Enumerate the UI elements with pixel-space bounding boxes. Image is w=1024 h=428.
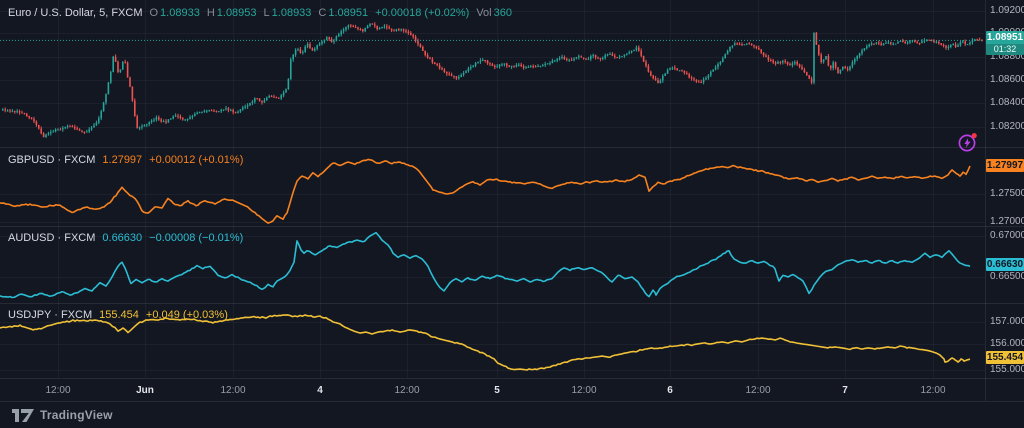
symbol-title[interactable]: AUDUSD · FXCM xyxy=(8,232,96,244)
price-change: +0.00018 (+0.02%) xyxy=(375,7,470,19)
last-price: 155.454 xyxy=(99,309,139,321)
price-change: −0.00008 (−0.01%) xyxy=(149,232,244,244)
pane-legend-usdjpy[interactable]: USDJPY · FXCM 155.454 +0.049 (+0.03%) xyxy=(8,309,228,322)
lightning-bolt-icon xyxy=(964,138,971,148)
last-price: 0.66630 xyxy=(102,232,143,244)
last-price: 1.27997 xyxy=(102,154,143,166)
alerts-bell-icon[interactable] xyxy=(957,131,979,153)
symbol-title[interactable]: Euro / U.S. Dollar, 5, FXCM xyxy=(8,7,143,19)
alert-notification-dot xyxy=(971,133,977,139)
ohlc-close: C 1.08951 xyxy=(318,7,369,19)
symbol-title[interactable]: USDJPY · FXCM xyxy=(8,309,93,321)
price-change: +0.049 (+0.03%) xyxy=(145,309,228,321)
tradingview-logo-icon[interactable] xyxy=(12,408,34,422)
ohlc-high: H 1.08953 xyxy=(206,7,257,19)
ohlc-open: O 1.08933 xyxy=(149,7,200,19)
volume: Vol 360 xyxy=(476,7,512,19)
alert-circle xyxy=(958,134,976,152)
pane-legend-eurusd[interactable]: Euro / U.S. Dollar, 5, FXCM O 1.08933 H 1.… xyxy=(8,7,512,20)
pane-legend-gbpusd[interactable]: GBPUSD · FXCM 1.27997 +0.00012 (+0.01%) xyxy=(8,154,243,167)
price-change: +0.00012 (+0.01%) xyxy=(149,154,244,166)
symbol-title[interactable]: GBPUSD · FXCM xyxy=(8,154,96,166)
ohlc-low: L 1.08933 xyxy=(263,7,312,19)
footer-bar: TradingView xyxy=(0,402,1024,428)
pane-legend-audusd[interactable]: AUDUSD · FXCM 0.66630 −0.00008 (−0.01%) xyxy=(8,232,243,245)
tradingview-wordmark[interactable]: TradingView xyxy=(40,408,113,422)
